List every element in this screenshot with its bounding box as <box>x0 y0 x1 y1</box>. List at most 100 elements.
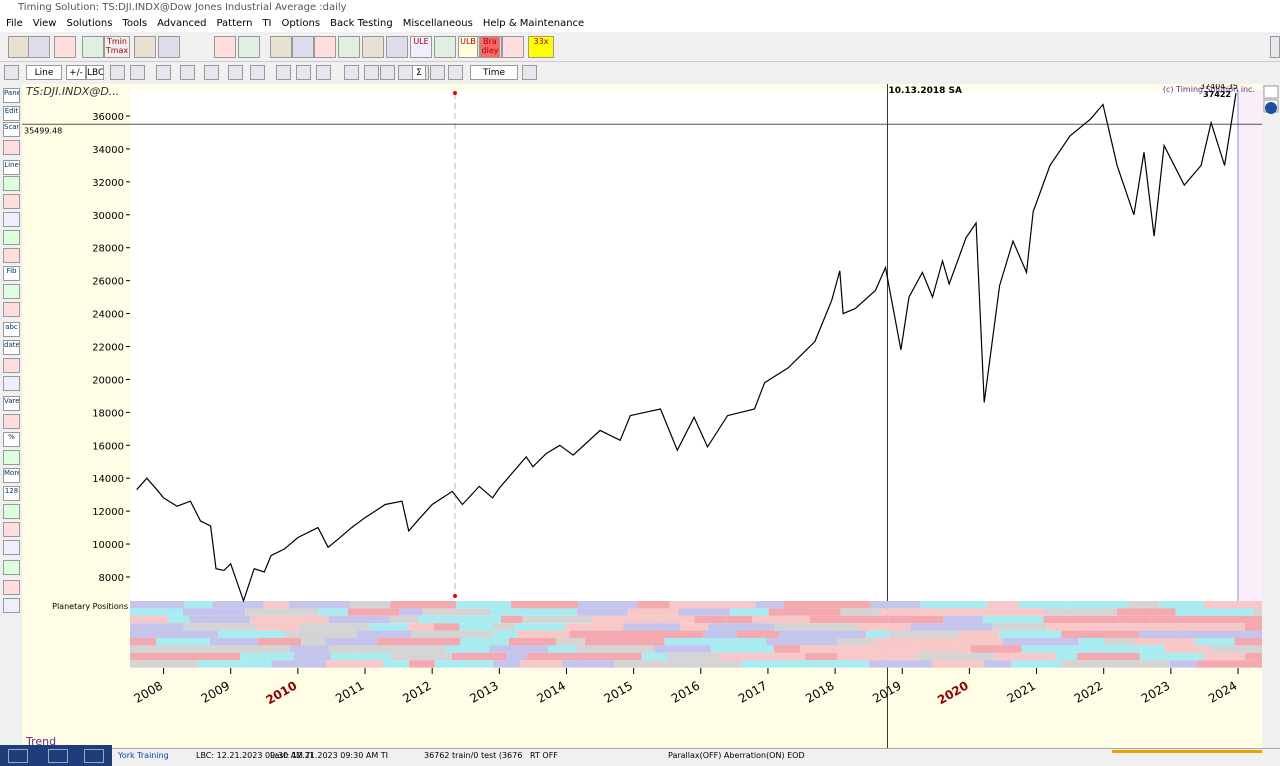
planet-cell <box>1244 623 1262 631</box>
taskbar-button[interactable] <box>84 749 104 763</box>
toolbar-button[interactable] <box>238 36 260 58</box>
planet-cell <box>1229 601 1262 609</box>
panel-button[interactable] <box>3 522 20 537</box>
toolbar-button[interactable] <box>502 36 524 58</box>
toolbar-button[interactable] <box>386 36 408 58</box>
panel-button[interactable]: Edit <box>3 106 20 121</box>
toolbar-button[interactable] <box>82 36 104 58</box>
panel-button[interactable]: abc <box>3 322 20 337</box>
panel-button[interactable]: Vare <box>3 396 20 411</box>
toolbar-button[interactable] <box>204 65 219 80</box>
toolbar-button[interactable] <box>134 36 156 58</box>
menu-item[interactable]: View <box>32 18 57 29</box>
toolbar-button[interactable] <box>344 65 359 80</box>
scrollbar[interactable] <box>1262 84 1280 748</box>
panel-button[interactable] <box>3 560 20 575</box>
toolbar-button[interactable]: Σ <box>412 65 426 80</box>
panel-button[interactable] <box>3 598 20 613</box>
panel-button[interactable] <box>3 194 20 209</box>
planet-cell <box>493 630 517 638</box>
panel-button[interactable] <box>3 302 20 317</box>
toolbar-button[interactable]: Bra dley <box>480 36 500 58</box>
menu-item[interactable]: Advanced <box>157 18 207 29</box>
panel-button[interactable]: More <box>3 468 20 483</box>
panel-button[interactable] <box>3 450 20 465</box>
toolbar-button[interactable] <box>314 36 336 58</box>
toolbar-button[interactable] <box>214 36 236 58</box>
toolbar-button[interactable] <box>54 36 76 58</box>
toolbar-button[interactable] <box>4 65 19 80</box>
panel-button[interactable] <box>3 414 20 429</box>
toolbar-button[interactable] <box>130 65 145 80</box>
toolbar-button[interactable] <box>28 36 50 58</box>
menu-item[interactable]: Miscellaneous <box>402 18 473 29</box>
dropdown[interactable]: Time <box>470 65 518 80</box>
panel-button[interactable]: Panel <box>3 88 20 103</box>
planet-cell <box>1104 638 1135 646</box>
toolbar-button[interactable] <box>228 65 243 80</box>
panel-button[interactable]: Line <box>3 160 20 175</box>
toolbar-button[interactable] <box>316 65 331 80</box>
menu-item[interactable]: Back Testing <box>330 18 393 29</box>
menu-item[interactable]: Help & Maintenance <box>482 18 585 29</box>
panel-button[interactable] <box>3 284 20 299</box>
toolbar-button[interactable]: +/- <box>66 65 86 80</box>
panel-button[interactable]: Scan <box>3 122 20 137</box>
menu-item[interactable]: File <box>6 18 23 29</box>
menu-item[interactable]: Pattern <box>216 18 253 29</box>
toolbar-button[interactable] <box>430 65 445 80</box>
planet-cell <box>369 623 409 631</box>
toolbar-button[interactable]: LBC <box>86 65 104 80</box>
panel-button[interactable] <box>3 176 20 191</box>
panel-button[interactable] <box>3 140 20 155</box>
toolbar-button[interactable] <box>338 36 360 58</box>
toolbar-button[interactable]: Tmin Tmax <box>104 36 130 58</box>
panel-button[interactable] <box>3 248 20 263</box>
toolbar-button[interactable] <box>270 36 292 58</box>
panel-button[interactable]: Fib <box>3 266 20 281</box>
toolbar-button[interactable] <box>276 65 291 80</box>
toolbar-button[interactable] <box>398 65 413 80</box>
planet-cell <box>508 638 557 646</box>
planet-cell <box>741 660 795 668</box>
menu-item[interactable]: TI <box>262 18 272 29</box>
taskbar-button[interactable] <box>48 749 68 763</box>
toolbar-button[interactable] <box>434 36 456 58</box>
toolbar-button[interactable] <box>448 65 463 80</box>
toolbar-button[interactable]: ULE <box>410 36 432 58</box>
panel-button[interactable]: % <box>3 432 20 447</box>
toolbar-button[interactable] <box>292 36 314 58</box>
toolbar-button[interactable] <box>1270 36 1280 58</box>
panel-button[interactable] <box>3 212 20 227</box>
toolbar-button[interactable] <box>522 65 537 80</box>
planet-cell <box>870 601 921 609</box>
toolbar-button[interactable]: ULB <box>458 36 478 58</box>
toolbar-button[interactable] <box>180 65 195 80</box>
toolbar-button[interactable] <box>364 65 379 80</box>
toolbar-button[interactable] <box>250 65 265 80</box>
toolbar-button[interactable] <box>110 65 125 80</box>
panel-button[interactable] <box>3 376 20 391</box>
panel-button[interactable]: date <box>3 340 20 355</box>
toolbar-button[interactable]: 33x <box>528 36 554 58</box>
toolbar-button[interactable] <box>362 36 384 58</box>
planet-cell <box>209 638 259 646</box>
toolbar-button[interactable] <box>296 65 311 80</box>
taskbar-button[interactable] <box>8 749 28 763</box>
menu-item[interactable]: Options <box>281 18 321 29</box>
panel-button[interactable] <box>3 358 20 373</box>
panel-button[interactable] <box>3 580 20 595</box>
panel-button[interactable] <box>3 504 20 519</box>
toolbar-button[interactable] <box>156 65 171 80</box>
planet-cell <box>197 660 219 668</box>
menu-item[interactable]: Tools <box>122 18 148 29</box>
panel-button[interactable] <box>3 540 20 555</box>
panel-button[interactable]: 128 <box>3 486 20 501</box>
toolbar-button[interactable] <box>158 36 180 58</box>
toolbar-button[interactable] <box>380 65 395 80</box>
planet-cell <box>1011 660 1062 668</box>
toolbar-button[interactable] <box>8 36 30 58</box>
menu-item[interactable]: Solutions <box>66 18 113 29</box>
toolbar-button[interactable]: Line <box>26 65 62 80</box>
panel-button[interactable] <box>3 230 20 245</box>
